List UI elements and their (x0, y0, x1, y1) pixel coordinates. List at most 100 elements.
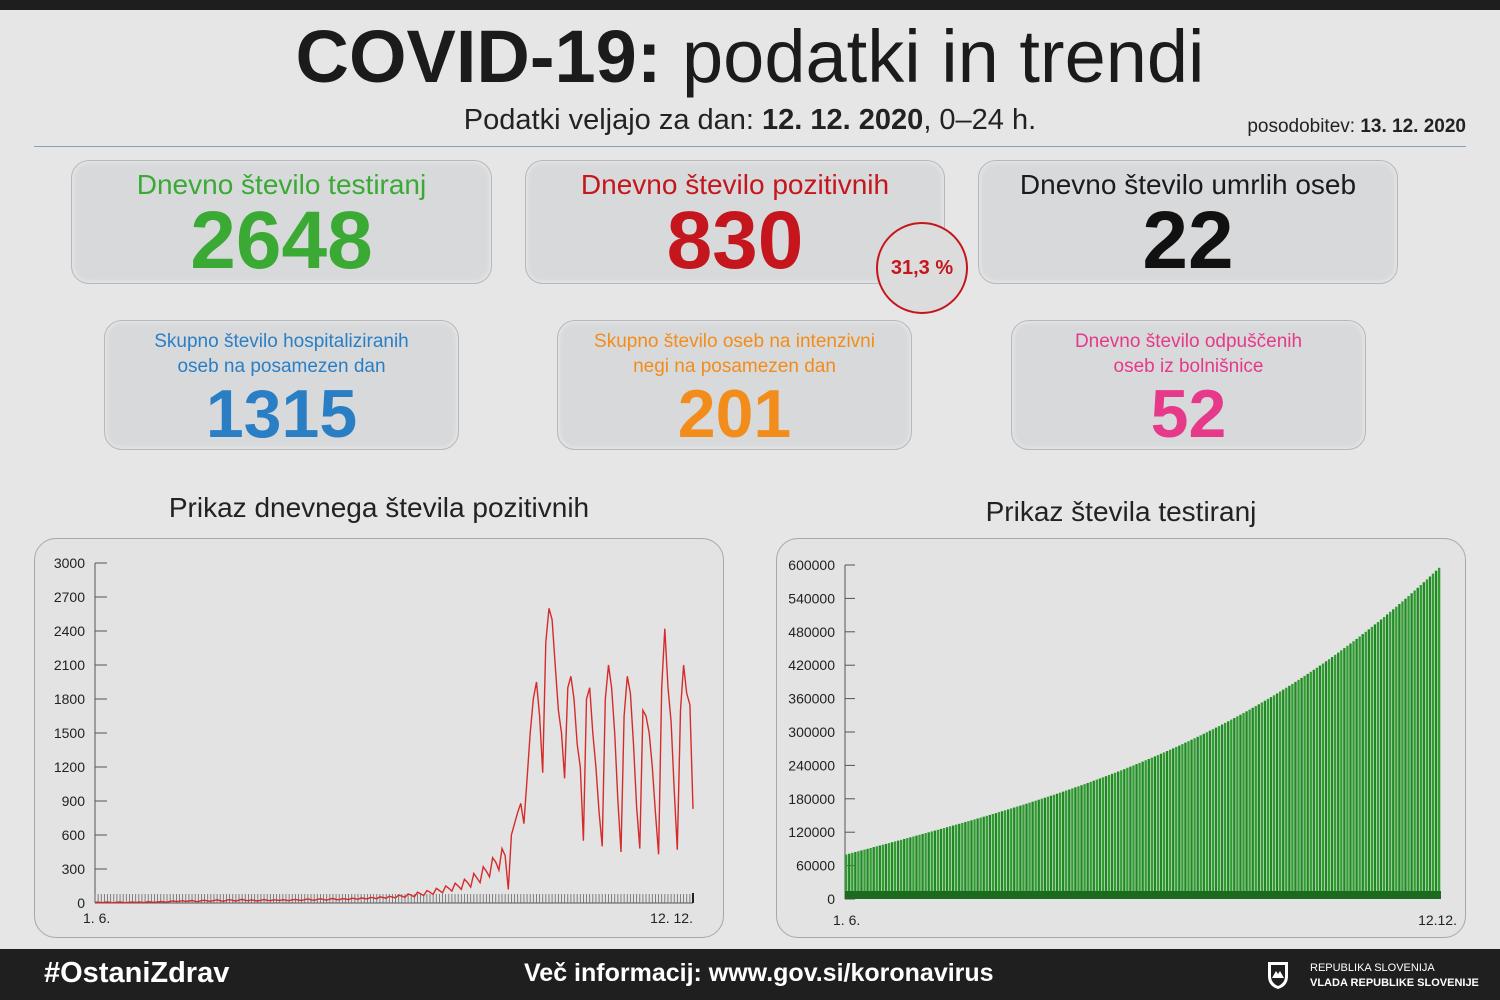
chart-tests-bar (921, 834, 924, 899)
chart-tests-x-axis-band (845, 891, 1441, 899)
chart-tests-bar (1095, 779, 1098, 899)
chart-positive-panel: 0 300 600 900 1200 1500 1800 2100 2400 2700 3000 1.… (34, 538, 724, 938)
chart-tests-bar (1037, 799, 1040, 899)
chart-positive-x-start-label: 1. 6. (83, 910, 110, 926)
chart-tests-bar (1315, 667, 1319, 899)
chart-tests-bar (863, 849, 866, 899)
chart-tests-bar (1321, 663, 1325, 899)
chart-tests-bar (958, 823, 961, 899)
chart-tests-bar (1395, 606, 1398, 899)
chart-positive-y-tick-label: 2400 (54, 623, 85, 639)
chart-positive-y-tick-label: 900 (62, 793, 86, 809)
chart-tests-bar (1196, 736, 1199, 899)
chart-tests-bar (851, 852, 854, 899)
chart-tests-bar (1413, 590, 1416, 899)
chart-tests-bar (1062, 791, 1065, 899)
chart-tests-bar (1260, 702, 1264, 899)
chart-tests-bar (1294, 681, 1297, 899)
footer-more-info[interactable]: Več informacij: www.gov.si/koronavirus (524, 959, 994, 987)
chart-tests-bar (1165, 751, 1169, 899)
chart-tests-svg: 0 60000 120000 180000 240000 300000 360000 4200… (788, 557, 1457, 928)
chart-tests-bar (1337, 652, 1340, 899)
chart-tests-bar (1379, 619, 1383, 899)
chart-tests-bar (887, 843, 891, 899)
chart-tests-bar (915, 835, 918, 899)
card-hospitalized-value: 1315 (205, 376, 358, 452)
chart-tests-bar (1220, 724, 1224, 899)
chart-tests-bar (1242, 713, 1245, 899)
chart-tests-bar (1330, 657, 1334, 899)
footer-gov: REPUBLIKA SLOVENIJA VLADA REPUBLIKE SLOV… (1310, 961, 1479, 991)
chart-tests-bar (1279, 691, 1282, 899)
chart-tests-title: Prikaz števila testiranj (985, 496, 1257, 527)
card-daily-positive-value: 830 (666, 195, 804, 286)
chart-tests-bar (942, 828, 946, 899)
chart-tests-bar (1172, 748, 1175, 899)
chart-tests-bar (1184, 742, 1187, 899)
chart-tests-y-tick-label: 540000 (788, 590, 835, 606)
chart-tests-bar (1410, 593, 1413, 899)
chart-tests-bar (1223, 722, 1227, 899)
chart-tests-bar (1092, 780, 1095, 899)
chart-tests-bar (1199, 735, 1202, 899)
chart-tests-bar (1434, 570, 1438, 899)
chart-tests-bar (1266, 698, 1270, 899)
chart-tests-y-tick-label: 300000 (788, 724, 835, 740)
chart-tests-bar (991, 814, 995, 899)
chart-tests-bar (1074, 787, 1077, 899)
chart-tests-bar (1046, 796, 1050, 899)
chart-tests-y-tick-label: 360000 (788, 691, 835, 707)
chart-tests-y-tick-label: 600000 (788, 557, 835, 573)
update-label: posodobitev: (1247, 116, 1356, 137)
chart-tests-bar (845, 854, 848, 899)
chart-positive-y-tick-label: 3000 (54, 555, 85, 571)
chart-tests-bar (930, 831, 933, 899)
subtitle-date: 12. 12. 2020 (762, 104, 924, 136)
chart-tests-bar (967, 821, 970, 899)
positive-share-badge: 31,3 % (876, 222, 968, 314)
chart-tests-bar (1144, 760, 1147, 899)
chart-tests-bar (1147, 759, 1150, 899)
chart-tests-bar (909, 837, 912, 899)
chart-positive-y-tick-label: 1500 (54, 725, 85, 741)
chart-tests-bar (1352, 641, 1355, 899)
chart-tests-bar (1031, 801, 1034, 899)
chart-tests-y-tick-label: 420000 (788, 657, 835, 673)
chart-tests-bar (1025, 803, 1028, 899)
chart-tests-y-tick-label: 60000 (796, 858, 835, 874)
card-daily-tests-value: 2648 (190, 195, 373, 286)
chart-positive-title: Prikaz dnevnega števila pozitivnih (168, 492, 590, 523)
card-hospitalized-label-1: Skupno število hospitaliziranih (154, 331, 409, 352)
chart-tests-bar (985, 815, 988, 899)
chart-tests-y-tick-label: 180000 (788, 791, 835, 807)
chart-tests-bar (994, 813, 998, 899)
chart-tests-bar (1083, 784, 1086, 899)
chart-tests-bar (1077, 786, 1080, 899)
header-divider (34, 146, 1466, 147)
chart-tests-bar (1275, 693, 1279, 899)
chart-tests-bar (1297, 679, 1300, 899)
chart-tests-bar (1107, 775, 1111, 899)
chart-tests-bar (903, 838, 906, 899)
chart-tests-bar (869, 848, 872, 899)
card-daily-positive-label: Dnevno število pozitivnih (580, 169, 890, 200)
chart-tests-bar (860, 850, 863, 899)
chart-tests-bar (1404, 598, 1407, 899)
chart-tests-bar (1175, 746, 1178, 899)
chart-tests-bar (1376, 622, 1380, 899)
chart-tests-bar (1300, 677, 1303, 899)
chart-tests-bar (1117, 771, 1120, 899)
chart-tests-bar (973, 819, 976, 899)
chart-tests-bar (890, 842, 894, 899)
chart-tests-bar (866, 848, 869, 899)
chart-tests-bar (979, 817, 982, 899)
chart-tests-bar (948, 826, 952, 899)
chart-tests-bar (1248, 709, 1251, 899)
chart-tests-bar (936, 829, 940, 899)
chart-tests-bar (1006, 809, 1010, 899)
chart-tests-bar (1236, 716, 1239, 899)
chart-tests-bar (1318, 665, 1322, 899)
chart-tests-panel: 0 60000 120000 180000 240000 300000 360000 4200… (776, 538, 1466, 938)
chart-tests-bar (1428, 576, 1432, 899)
chart-tests-y-tick-label: 0 (827, 891, 835, 907)
